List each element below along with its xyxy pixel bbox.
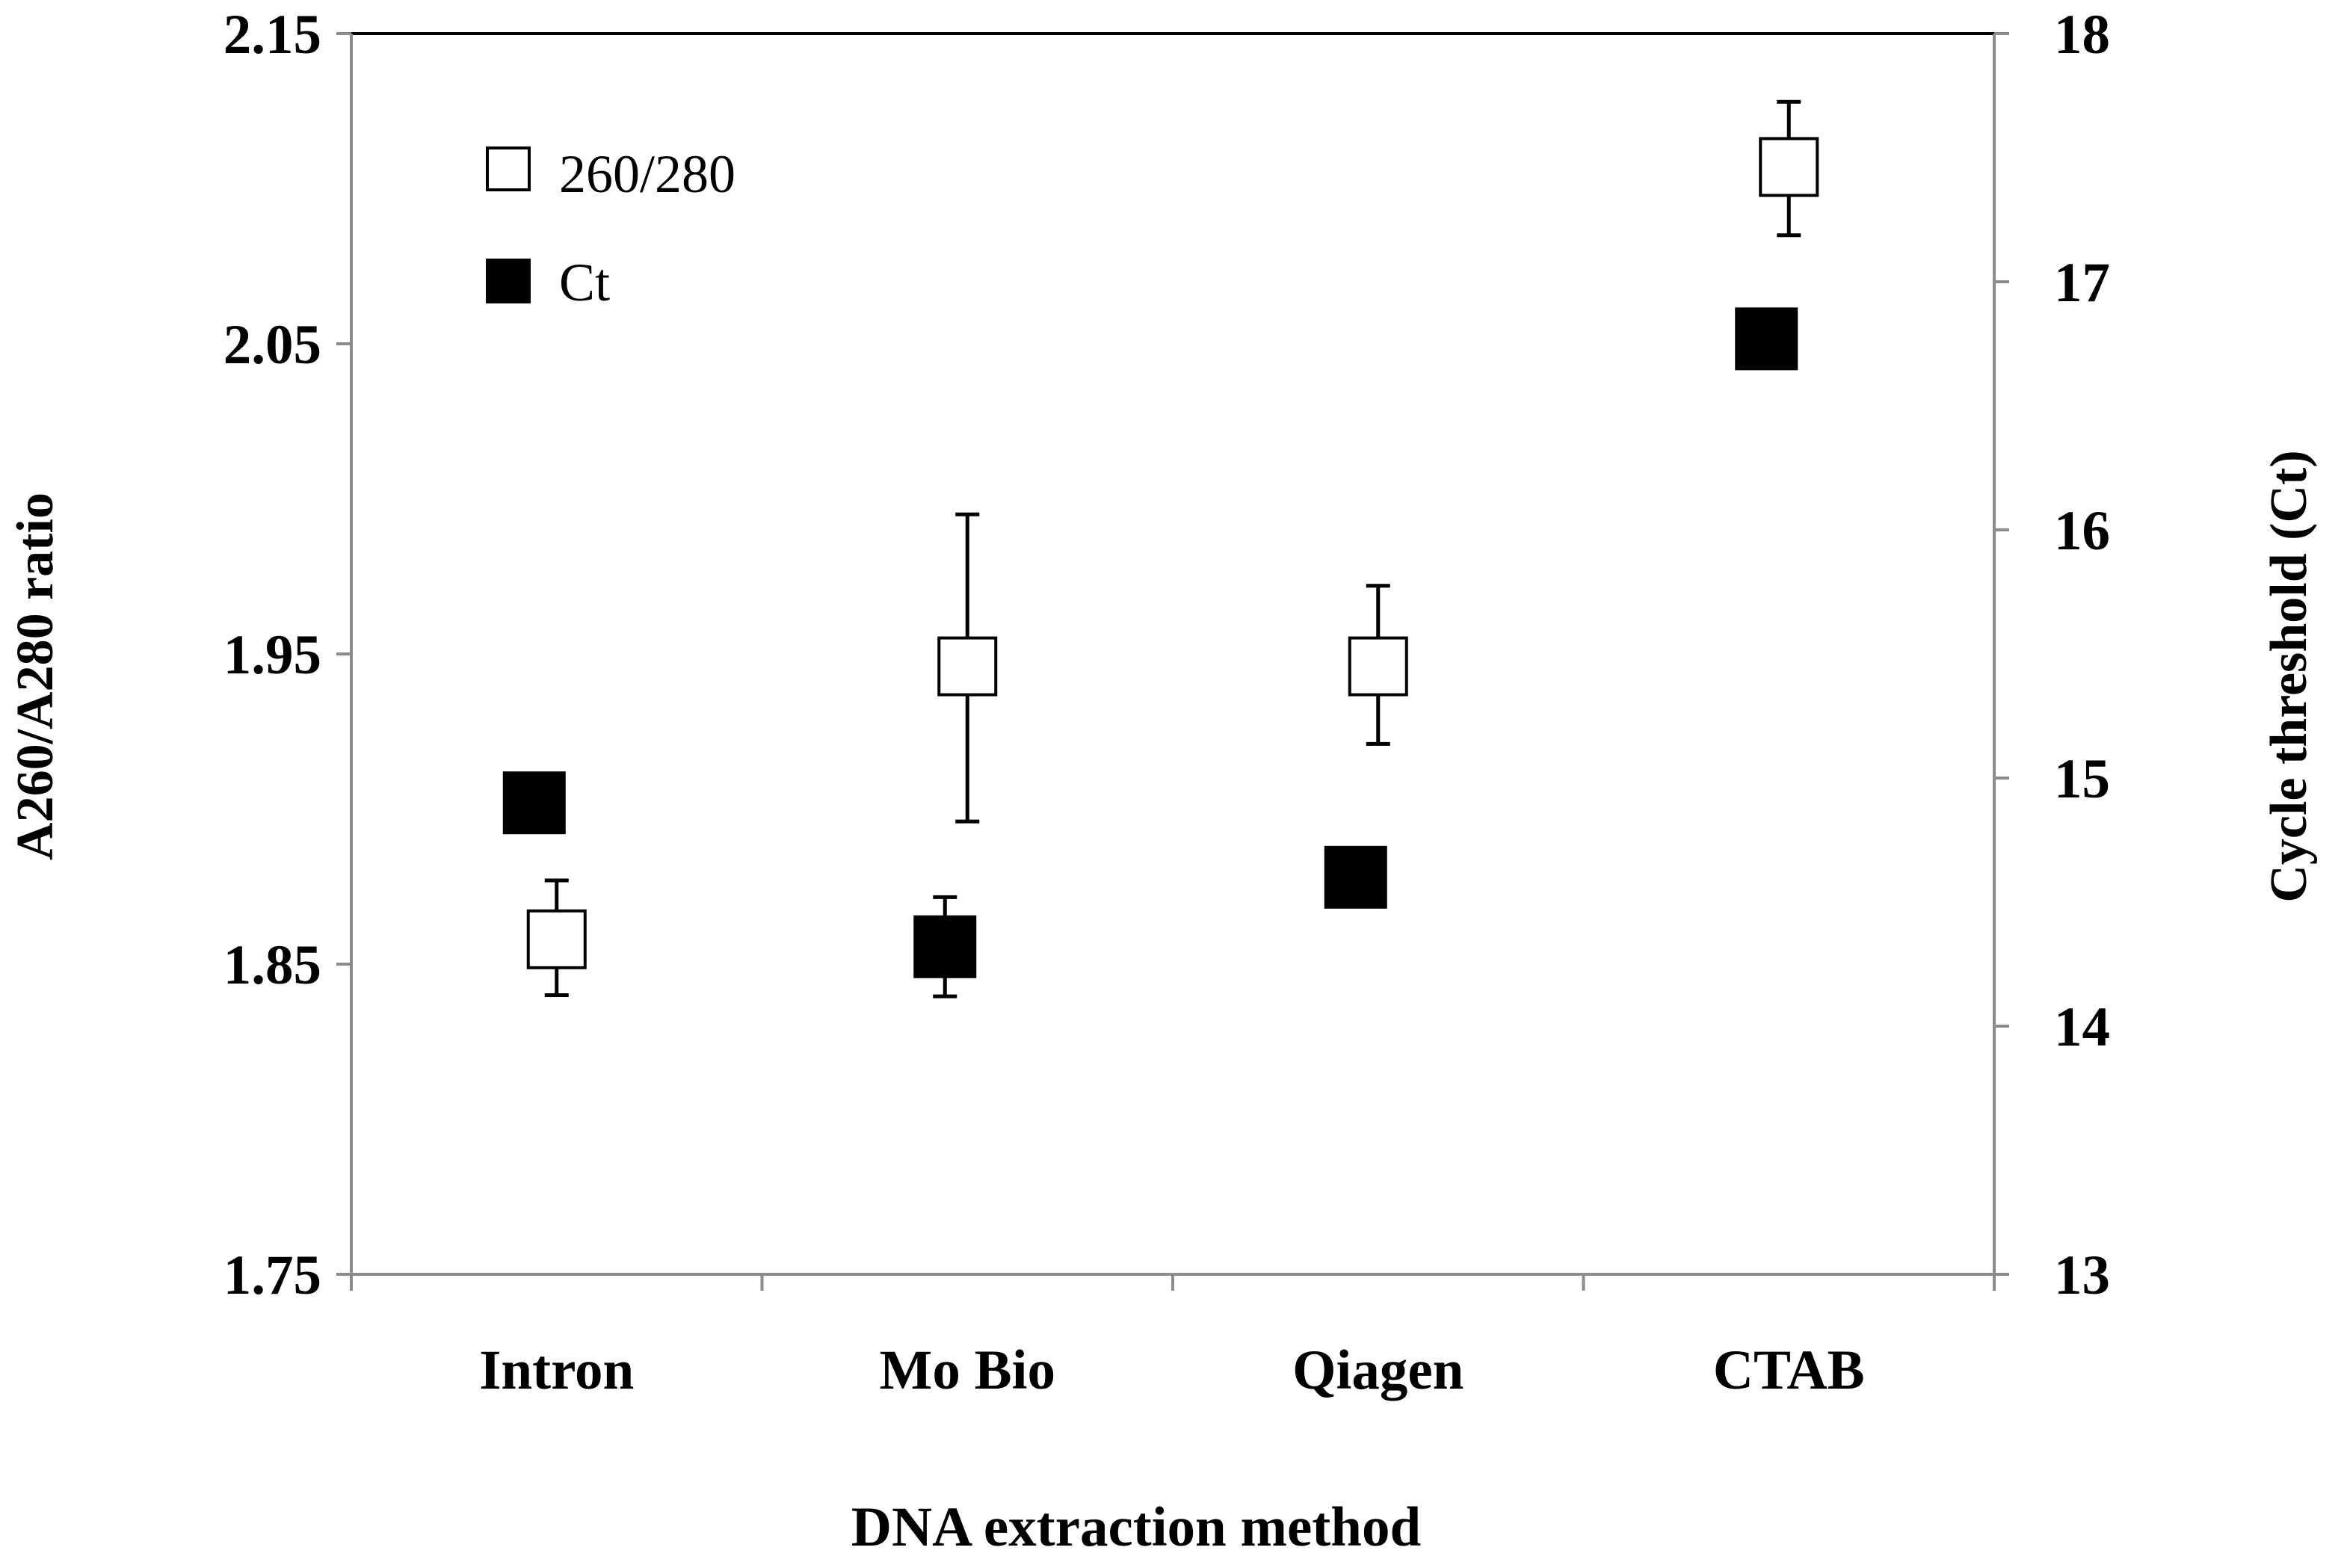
x-tick-label: Intron bbox=[479, 1339, 634, 1401]
y-right-tick-label: 16 bbox=[2054, 500, 2110, 562]
plot-area bbox=[502, 99, 1819, 998]
y-axis-right-title: Cycle threshold (Ct) bbox=[2260, 450, 2318, 902]
y-left-tick-label: 2.15 bbox=[223, 4, 321, 66]
y-right-tick-label: 14 bbox=[2054, 996, 2110, 1058]
y-right-tick-label: 13 bbox=[2054, 1244, 2110, 1306]
legend-swatch-ct bbox=[486, 259, 531, 303]
data-point-ct bbox=[1735, 307, 1798, 371]
data-point-ct bbox=[502, 771, 566, 835]
y-left-tick-label: 1.95 bbox=[223, 624, 321, 686]
data-point-260-280 bbox=[1348, 636, 1408, 697]
data-point-260-280 bbox=[1759, 137, 1819, 197]
y-axis-left-title: A260/A280 ratio bbox=[7, 493, 64, 860]
y-right-tick-label: 18 bbox=[2054, 4, 2110, 66]
y-right-tick-label: 17 bbox=[2054, 252, 2110, 314]
data-point-260-280 bbox=[937, 636, 998, 697]
legend-swatch-260-280 bbox=[486, 146, 531, 191]
x-axis-title: DNA extraction method bbox=[851, 1496, 1421, 1558]
legend: 260/280 Ct bbox=[486, 144, 735, 312]
data-point-260-280 bbox=[526, 909, 587, 969]
x-tick-label: CTAB bbox=[1713, 1339, 1865, 1401]
y-right-tick-label: 15 bbox=[2054, 748, 2110, 810]
axes: 1.75 1.85 1.95 2.05 2.15 13 14 15 16 17 18 Intron Mo… bbox=[223, 4, 2110, 1401]
x-tick-label: Qiagen bbox=[1292, 1339, 1464, 1401]
legend-label-ct: Ct bbox=[559, 253, 610, 312]
y-left-tick-label: 2.05 bbox=[223, 314, 321, 376]
y-left-tick-label: 1.85 bbox=[223, 934, 321, 996]
y-left-tick-label: 1.75 bbox=[223, 1244, 321, 1306]
x-tick-label: Mo Bio bbox=[880, 1339, 1055, 1401]
data-point-ct bbox=[913, 915, 977, 978]
data-point-ct bbox=[1324, 845, 1387, 909]
legend-label-260-280: 260/280 bbox=[559, 144, 735, 204]
